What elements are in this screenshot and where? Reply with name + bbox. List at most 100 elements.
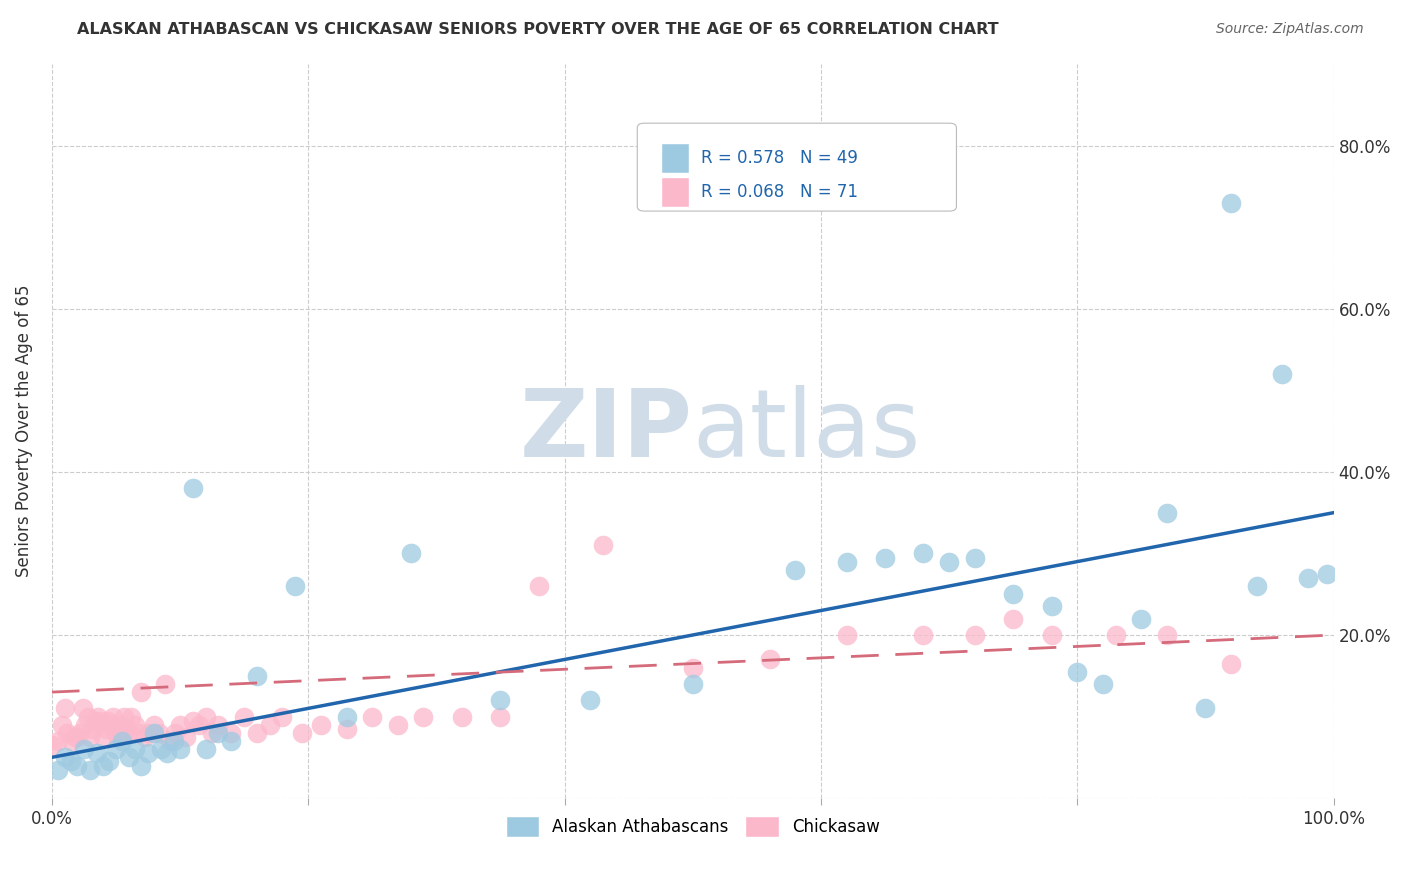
Point xyxy=(1316,566,1339,581)
Y-axis label: Seniors Poverty Over the Age of 65: Seniors Poverty Over the Age of 65 xyxy=(15,285,32,577)
Point xyxy=(246,726,269,740)
Point xyxy=(91,730,114,744)
Point xyxy=(59,734,82,748)
Text: R = 0.068   N = 71: R = 0.068 N = 71 xyxy=(700,184,858,202)
Point xyxy=(138,726,160,740)
Point xyxy=(912,546,935,560)
Point xyxy=(181,481,204,495)
Point xyxy=(758,652,780,666)
Point xyxy=(194,709,217,723)
Text: ALASKAN ATHABASCAN VS CHICKASAW SENIORS POVERTY OVER THE AGE OF 65 CORRELATION C: ALASKAN ATHABASCAN VS CHICKASAW SENIORS … xyxy=(77,22,998,37)
Point xyxy=(82,722,104,736)
Point xyxy=(1002,612,1025,626)
Point xyxy=(201,726,224,740)
Point xyxy=(128,726,150,740)
Point xyxy=(124,742,146,756)
Point xyxy=(399,546,422,560)
Point xyxy=(41,738,63,752)
Point xyxy=(120,709,142,723)
Point xyxy=(124,717,146,731)
Point xyxy=(103,709,125,723)
Point xyxy=(873,550,896,565)
Point xyxy=(963,628,986,642)
Point xyxy=(1091,677,1114,691)
Point xyxy=(1156,628,1178,642)
Point xyxy=(489,693,512,707)
Point xyxy=(912,628,935,642)
Point xyxy=(387,717,409,731)
Point xyxy=(84,714,107,728)
Point xyxy=(246,669,269,683)
Point xyxy=(1040,628,1063,642)
Point xyxy=(46,763,69,777)
Point xyxy=(835,628,858,642)
Point xyxy=(118,750,141,764)
Point xyxy=(207,726,229,740)
Point xyxy=(938,555,960,569)
Point xyxy=(112,709,135,723)
Point xyxy=(1296,571,1319,585)
Point xyxy=(682,660,704,674)
Point xyxy=(51,717,73,731)
Point xyxy=(1002,587,1025,601)
Text: ZIP: ZIP xyxy=(520,385,693,477)
Point xyxy=(284,579,307,593)
Point xyxy=(118,726,141,740)
Point xyxy=(188,717,211,731)
Point xyxy=(1156,506,1178,520)
Point xyxy=(156,746,179,760)
Point xyxy=(1105,628,1128,642)
Point xyxy=(527,579,550,593)
Point xyxy=(835,555,858,569)
Point xyxy=(291,726,314,740)
Point xyxy=(143,726,166,740)
Point xyxy=(59,755,82,769)
Point xyxy=(53,701,76,715)
Point xyxy=(1271,367,1294,381)
Point xyxy=(63,730,86,744)
Point xyxy=(148,726,170,740)
Point xyxy=(100,717,122,731)
Point xyxy=(111,734,134,748)
Point xyxy=(1130,612,1153,626)
Text: R = 0.578   N = 49: R = 0.578 N = 49 xyxy=(700,149,858,167)
Point xyxy=(46,734,69,748)
Point xyxy=(489,709,512,723)
Point xyxy=(579,693,602,707)
Point xyxy=(136,746,159,760)
Point xyxy=(107,730,129,744)
Point xyxy=(97,714,120,728)
Point xyxy=(169,742,191,756)
Point xyxy=(87,709,110,723)
Point xyxy=(1220,195,1243,210)
Point xyxy=(149,742,172,756)
Point xyxy=(309,717,332,731)
Point xyxy=(104,726,127,740)
Point xyxy=(79,730,101,744)
Point xyxy=(336,709,359,723)
Point xyxy=(963,550,986,565)
Point xyxy=(72,701,94,715)
Text: Source: ZipAtlas.com: Source: ZipAtlas.com xyxy=(1216,22,1364,37)
Point xyxy=(131,758,153,772)
Point xyxy=(592,538,614,552)
Point xyxy=(1040,599,1063,614)
Point xyxy=(194,742,217,756)
Point xyxy=(169,717,191,731)
Text: atlas: atlas xyxy=(693,385,921,477)
Point xyxy=(1246,579,1268,593)
Point xyxy=(75,717,97,731)
Point xyxy=(115,722,138,736)
Point xyxy=(181,714,204,728)
Point xyxy=(143,717,166,731)
Point xyxy=(785,563,807,577)
Point xyxy=(412,709,434,723)
Point xyxy=(361,709,384,723)
Point xyxy=(73,742,96,756)
Point xyxy=(91,758,114,772)
Point xyxy=(131,685,153,699)
Point xyxy=(86,746,108,760)
Point xyxy=(1194,701,1216,715)
Point xyxy=(271,709,294,723)
Point xyxy=(76,709,98,723)
